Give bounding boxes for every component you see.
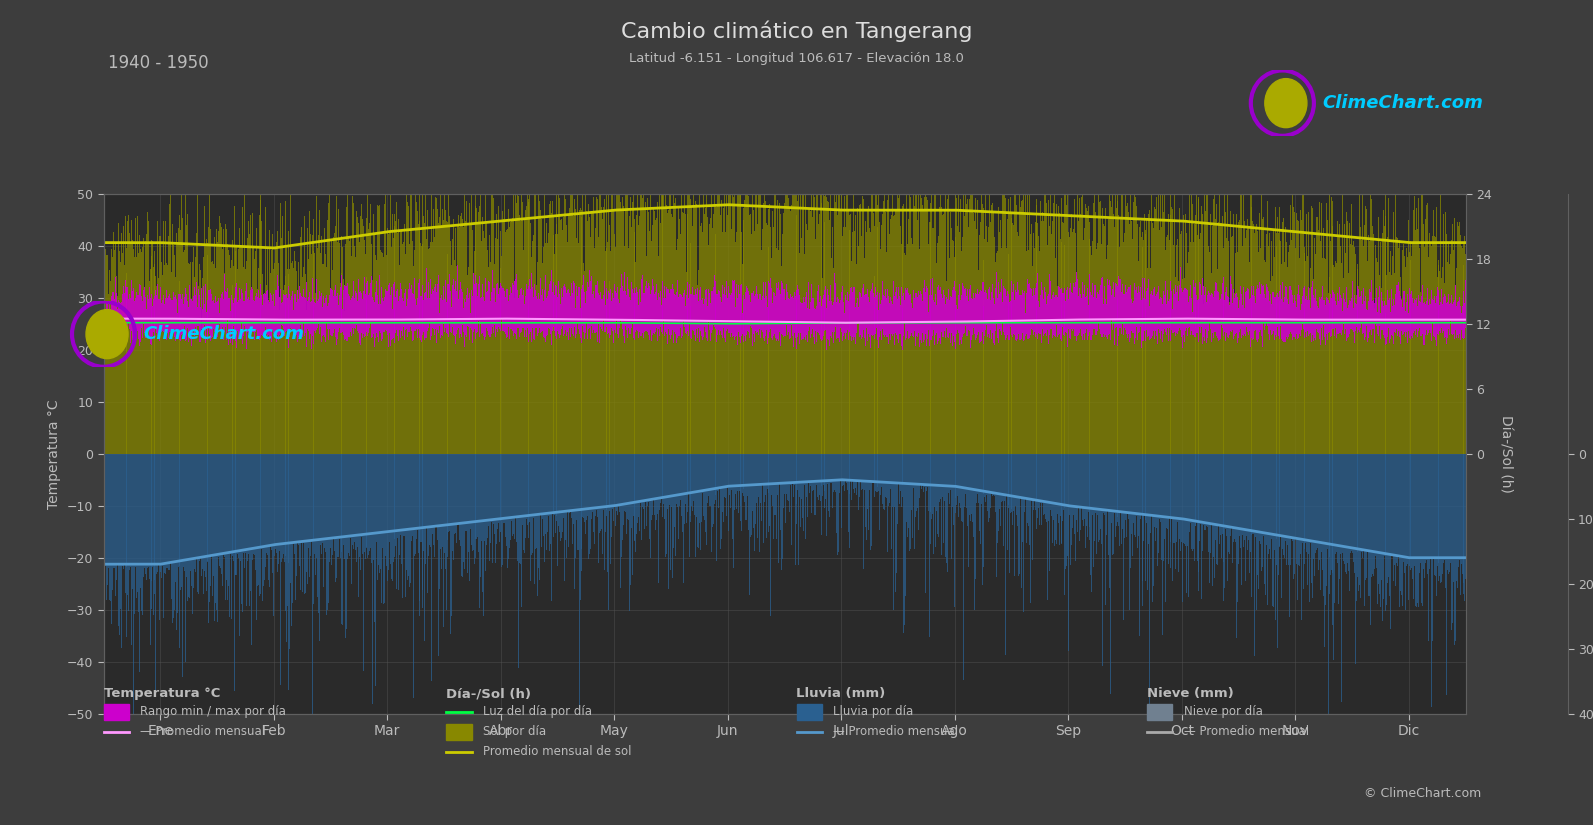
Text: ClimeChart.com: ClimeChart.com [143, 325, 304, 343]
Text: Lluvia por día: Lluvia por día [833, 705, 913, 719]
Text: ClimeChart.com: ClimeChart.com [1322, 94, 1483, 112]
Text: Día-/Sol (h): Día-/Sol (h) [446, 687, 530, 700]
Text: Cambio climático en Tangerang: Cambio climático en Tangerang [621, 21, 972, 42]
Text: Rango min / max por día: Rango min / max por día [140, 705, 287, 719]
Text: — Promedio mensual: — Promedio mensual [1184, 725, 1309, 738]
Text: 1940 - 1950: 1940 - 1950 [108, 54, 209, 72]
Text: Lluvia (mm): Lluvia (mm) [796, 687, 886, 700]
Text: — Promedio mensual: — Promedio mensual [140, 725, 266, 738]
Ellipse shape [1265, 78, 1306, 128]
Ellipse shape [86, 309, 127, 359]
Text: Nieve por día: Nieve por día [1184, 705, 1263, 719]
Text: Luz del día por día: Luz del día por día [483, 705, 591, 719]
Text: Sol por día: Sol por día [483, 725, 546, 738]
Text: Promedio mensual de sol: Promedio mensual de sol [483, 745, 631, 758]
Text: Temperatura °C: Temperatura °C [104, 687, 220, 700]
Text: — Promedio mensual: — Promedio mensual [833, 725, 959, 738]
Text: Latitud -6.151 - Longitud 106.617 - Elevación 18.0: Latitud -6.151 - Longitud 106.617 - Elev… [629, 52, 964, 65]
Y-axis label: Temperatura °C: Temperatura °C [48, 399, 61, 508]
Text: © ClimeChart.com: © ClimeChart.com [1364, 787, 1481, 800]
Text: Nieve (mm): Nieve (mm) [1147, 687, 1233, 700]
Y-axis label: Día-/Sol (h): Día-/Sol (h) [1499, 415, 1513, 493]
